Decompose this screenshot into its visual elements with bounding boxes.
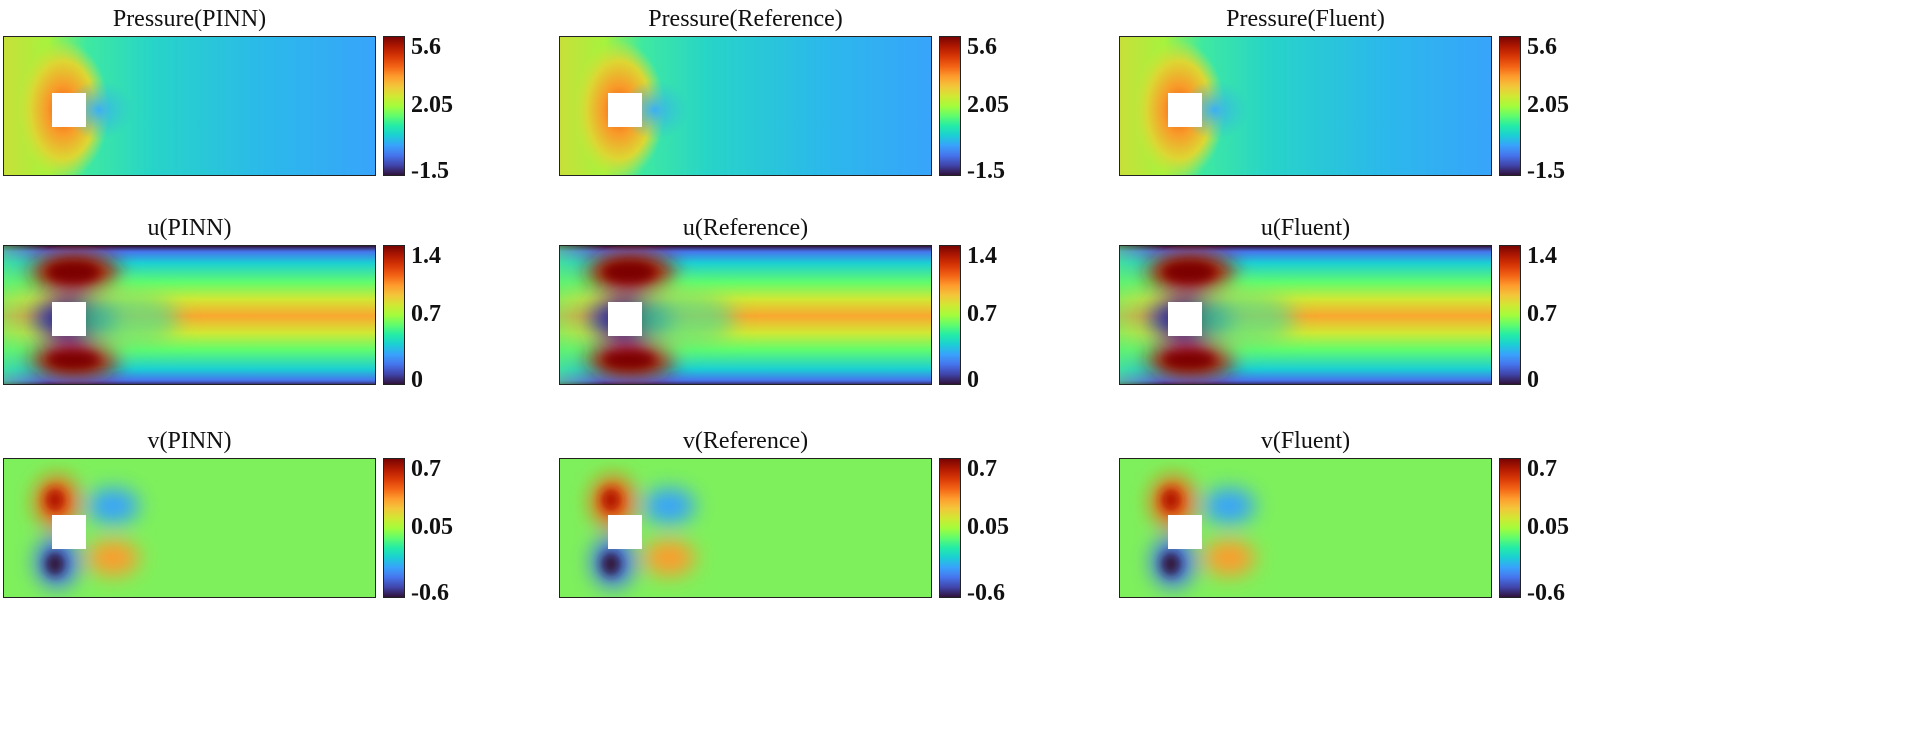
colorbar-tick-max: 1.4	[1527, 243, 1557, 269]
field-svg	[1120, 246, 1491, 384]
field-svg	[4, 246, 375, 384]
panel-title: u(PINN)	[147, 215, 232, 241]
colorbar-tick-min: 0	[411, 367, 423, 393]
field-svg	[560, 37, 931, 175]
colorbar-tick-min: -1.5	[1527, 158, 1565, 184]
colorbar	[939, 36, 961, 176]
colorbar-tick-mid: 0.7	[411, 301, 441, 327]
colorbar	[383, 36, 405, 176]
colorbar-tick-mid: 2.05	[1527, 92, 1569, 118]
colorbar-tick-max: 0.7	[411, 456, 441, 482]
field-heatmap	[559, 245, 932, 385]
panel-title: Pressure(PINN)	[112, 6, 267, 32]
field-svg	[560, 246, 931, 384]
colorbar	[1499, 36, 1521, 176]
panel-title: u(Reference)	[682, 215, 809, 241]
colorbar-tick-max: 0.7	[1527, 456, 1557, 482]
field-heatmap	[1119, 458, 1492, 598]
panel-title: u(Fluent)	[1260, 215, 1351, 241]
colorbar-tick-min: -0.6	[967, 580, 1005, 606]
colorbar-tick-mid: 0.05	[967, 514, 1009, 540]
field-heatmap	[1119, 36, 1492, 176]
field-svg	[4, 459, 375, 597]
field-heatmap	[559, 458, 932, 598]
field-heatmap	[1119, 245, 1492, 385]
panel-title: Pressure(Fluent)	[1226, 6, 1385, 32]
colorbar	[1499, 245, 1521, 385]
field-svg	[560, 459, 931, 597]
colorbar-tick-mid: 0.7	[967, 301, 997, 327]
field-heatmap	[3, 458, 376, 598]
colorbar-tick-min: -1.5	[967, 158, 1005, 184]
colorbar-tick-mid: 0.7	[1527, 301, 1557, 327]
colorbar	[1499, 458, 1521, 598]
colorbar-tick-max: 1.4	[411, 243, 441, 269]
panel-title: v(Fluent)	[1260, 428, 1351, 454]
colorbar-tick-min: 0	[967, 367, 979, 393]
colorbar-tick-mid: 0.05	[411, 514, 453, 540]
field-svg	[1120, 459, 1491, 597]
colorbar	[383, 245, 405, 385]
field-heatmap	[3, 36, 376, 176]
panel-title: v(Reference)	[682, 428, 809, 454]
colorbar-tick-min: -0.6	[411, 580, 449, 606]
colorbar-tick-max: 0.7	[967, 456, 997, 482]
colorbar-tick-mid: 2.05	[411, 92, 453, 118]
colorbar-tick-max: 1.4	[967, 243, 997, 269]
field-svg	[4, 37, 375, 175]
panel-title: Pressure(Reference)	[648, 6, 843, 32]
panel-title: v(PINN)	[147, 428, 232, 454]
colorbar	[939, 458, 961, 598]
colorbar-tick-mid: 2.05	[967, 92, 1009, 118]
field-heatmap	[3, 245, 376, 385]
colorbar-tick-min: 0	[1527, 367, 1539, 393]
colorbar-tick-max: 5.6	[967, 34, 997, 60]
field-svg	[1120, 37, 1491, 175]
colorbar	[939, 245, 961, 385]
colorbar-tick-min: -0.6	[1527, 580, 1565, 606]
colorbar-tick-max: 5.6	[1527, 34, 1557, 60]
colorbar-tick-min: -1.5	[411, 158, 449, 184]
colorbar	[383, 458, 405, 598]
colorbar-tick-max: 5.6	[411, 34, 441, 60]
field-heatmap	[559, 36, 932, 176]
colorbar-tick-mid: 0.05	[1527, 514, 1569, 540]
